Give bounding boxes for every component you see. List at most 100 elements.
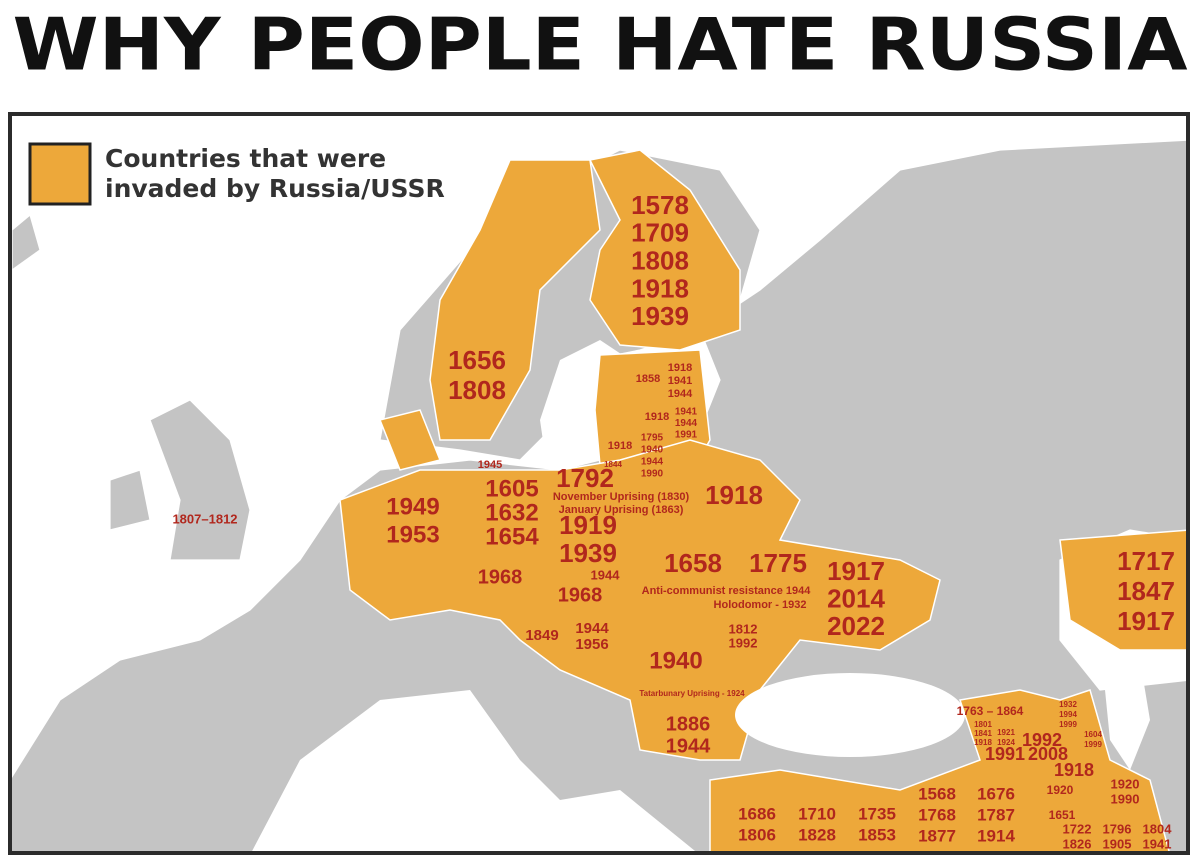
invasion-year-label: 1917 bbox=[1117, 606, 1175, 636]
invasion-year-label: 1920 bbox=[1047, 783, 1074, 797]
invaded-country bbox=[429, 159, 601, 441]
land bbox=[109, 469, 151, 531]
invasion-year-label: 1939 bbox=[559, 538, 617, 568]
invasion-year-label: 1944 bbox=[641, 457, 664, 468]
invasion-year-label: 1941 bbox=[1143, 836, 1172, 851]
invasion-year-label: 1828 bbox=[798, 825, 836, 844]
invasion-year-label: 1992 bbox=[729, 635, 758, 650]
invasion-year-label: 1796 bbox=[1103, 821, 1132, 836]
invasion-year-label: 1844 bbox=[604, 460, 622, 469]
invaded-country bbox=[709, 689, 1171, 853]
invasion-year-label: 1787 bbox=[977, 805, 1015, 824]
page-title: WHY PEOPLE HATE RUSSIA bbox=[13, 3, 1188, 87]
invasion-year-label: 1968 bbox=[558, 584, 603, 606]
invasion-year-label: 1710 bbox=[798, 804, 836, 823]
invasion-year-label: 1722 bbox=[1063, 821, 1092, 836]
invasion-year-label: Tatarbunary Uprising - 1924 bbox=[639, 689, 745, 698]
invasion-year-label: 1654 bbox=[485, 523, 539, 550]
legend-swatch bbox=[28, 142, 92, 206]
invasion-year-label: 1940 bbox=[641, 445, 664, 456]
invasion-year-label: Anti-communist resistance 1944 bbox=[642, 585, 812, 597]
invasion-year-label: 1918 bbox=[974, 738, 992, 747]
invasion-year-label: 1920 bbox=[1111, 776, 1140, 791]
land bbox=[149, 399, 251, 561]
legend-text: Countries that were bbox=[105, 144, 386, 173]
invasion-year-label: 1949 bbox=[386, 493, 439, 520]
invasion-year-label: 1953 bbox=[386, 521, 439, 548]
invasion-year-label: 1944 bbox=[675, 418, 698, 429]
black-sea bbox=[735, 673, 965, 757]
invasion-year-label: 1991 bbox=[675, 430, 698, 441]
invasion-year-label: 1886 bbox=[666, 713, 711, 735]
invaded-country bbox=[588, 149, 741, 351]
invasion-year-label: 1956 bbox=[575, 636, 608, 653]
invasion-year-label: 1918 bbox=[705, 480, 763, 510]
invasion-year-label: 1849 bbox=[525, 627, 558, 644]
invasion-year-label: 1795 bbox=[641, 433, 664, 444]
invasion-year-label: 1919 bbox=[559, 510, 617, 540]
invasion-year-label: 1801 bbox=[974, 720, 992, 729]
invasion-year-label: 1578 bbox=[631, 190, 689, 220]
invasion-year-label: 1917 bbox=[827, 556, 885, 586]
invasion-year-label: 1877 bbox=[918, 826, 956, 845]
invasion-year-label: 1924 bbox=[997, 738, 1015, 747]
invasion-year-label: 1999 bbox=[1084, 740, 1102, 749]
invasion-year-label: January Uprising (1863) bbox=[559, 504, 684, 516]
invasion-year-label: 1775 bbox=[749, 548, 807, 578]
invasion-year-label: 1918 bbox=[1054, 760, 1094, 780]
invasion-year-label: 1763 – 1864 bbox=[957, 704, 1024, 718]
invasion-year-label: 1932 bbox=[1059, 700, 1077, 709]
invasion-year-label: 1941 bbox=[668, 375, 692, 387]
invasion-year-label: 1686 bbox=[738, 804, 776, 823]
invasion-year-label: 1656 bbox=[448, 345, 506, 375]
invasion-year-label: 1858 bbox=[636, 373, 660, 385]
invasion-year-label: Holodomor - 1932 bbox=[714, 599, 807, 611]
invaded-country bbox=[1059, 529, 1188, 651]
invasion-year-label: 1735 bbox=[858, 804, 896, 823]
invasion-year-label: 1914 bbox=[977, 826, 1015, 845]
legend-text: invaded by Russia/USSR bbox=[105, 174, 445, 203]
invasion-year-label: 1918 bbox=[631, 273, 689, 303]
invasion-year-label: 1994 bbox=[1059, 710, 1077, 719]
invasion-year-label: 1853 bbox=[858, 825, 896, 844]
invasion-year-label: 1847 bbox=[1117, 576, 1175, 606]
invasion-year-label: 1605 bbox=[485, 475, 538, 502]
invasion-year-label: 1991 bbox=[985, 744, 1025, 764]
invasion-year-label: 1604 bbox=[1084, 730, 1102, 739]
invasion-year-label: 1990 bbox=[1111, 791, 1140, 806]
invasion-year-label: 1807–1812 bbox=[172, 511, 237, 526]
invasion-year-label: 1918 bbox=[608, 440, 632, 452]
invasion-year-label: 1940 bbox=[649, 647, 702, 674]
invasion-year-label: 1806 bbox=[738, 825, 776, 844]
invasion-year-label: 1568 bbox=[918, 784, 956, 803]
invasion-year-label: 1651 bbox=[1049, 808, 1076, 822]
invasion-year-label: 1905 bbox=[1103, 836, 1132, 851]
invasion-year-label: 1676 bbox=[977, 784, 1015, 803]
sea bbox=[251, 690, 698, 853]
invaded-country bbox=[339, 439, 941, 761]
invasion-year-label: 1941 bbox=[675, 407, 698, 418]
invasion-year-label: 1812 bbox=[729, 621, 758, 636]
caspian-sea bbox=[1100, 640, 1150, 770]
invasion-year-label: 2014 bbox=[827, 583, 885, 613]
invasion-year-label: 1792 bbox=[556, 463, 614, 493]
invasion-year-label: 1944 bbox=[575, 620, 609, 637]
invasion-year-label: 1808 bbox=[631, 245, 689, 275]
invasion-year-label: 1944 bbox=[591, 567, 621, 582]
invasion-year-label: 1999 bbox=[1059, 720, 1077, 729]
invasion-year-label: 1921 bbox=[997, 728, 1015, 737]
invasion-year-label: 1768 bbox=[918, 805, 956, 824]
map-frame bbox=[8, 112, 1190, 855]
invasion-year-label: 1990 bbox=[641, 469, 664, 480]
invasion-year-label: 1826 bbox=[1063, 836, 1092, 851]
invasion-year-label: 1709 bbox=[631, 218, 689, 248]
invasion-year-label: 1841 bbox=[974, 729, 992, 738]
invasion-year-label: 2008 bbox=[1028, 744, 1068, 764]
invasion-year-label: 1804 bbox=[1143, 821, 1173, 836]
invasion-year-label: 1918 bbox=[668, 362, 692, 374]
invasion-year-label: 1918 bbox=[645, 411, 669, 423]
